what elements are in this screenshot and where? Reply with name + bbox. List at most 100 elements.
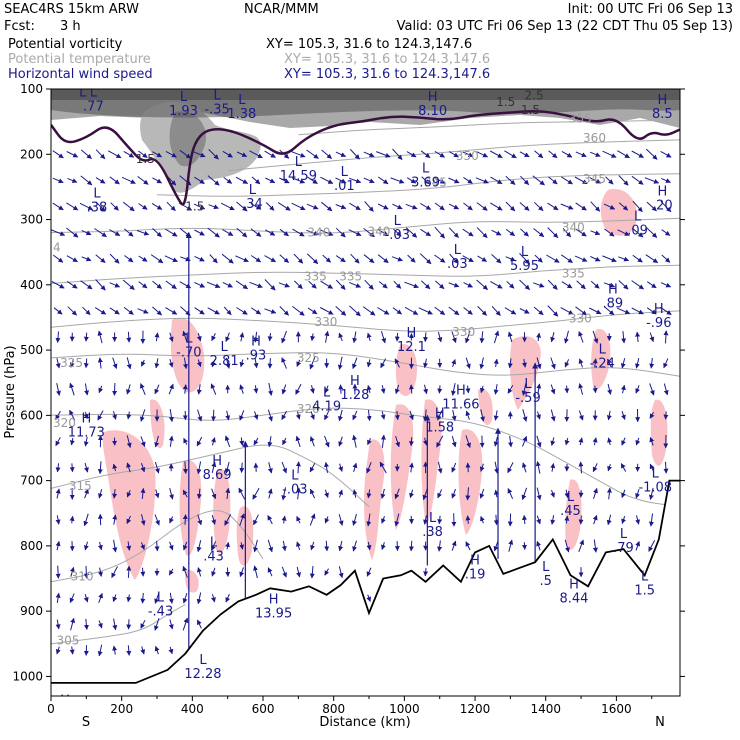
extremum-value: -1.08 (638, 480, 672, 495)
wind-vector (295, 411, 301, 420)
wind-vector (617, 229, 630, 236)
wind-vector (308, 280, 317, 289)
wind-vector (211, 437, 216, 446)
wind-vector (152, 280, 162, 289)
extremum-letter: H (269, 592, 279, 607)
extremum-letter: H (654, 302, 664, 317)
wind-vector (267, 539, 274, 553)
isentrope-label: 345 (424, 175, 447, 189)
wind-vector (236, 201, 248, 212)
wind-vector (66, 280, 78, 289)
extremum-value: 1.28 (340, 388, 369, 403)
extremum-letter: L (90, 85, 98, 100)
wind-vector (534, 254, 543, 263)
wind-vector (423, 515, 428, 525)
wind-vector (508, 539, 514, 552)
wind-vector (309, 488, 316, 499)
wind-vector (618, 280, 629, 290)
wind-vector (536, 515, 541, 525)
wind-vector (519, 308, 530, 314)
wind-vector (51, 229, 66, 236)
wind-vector (493, 514, 499, 526)
wind-vector (578, 437, 584, 446)
extremum-value: .19 (465, 567, 486, 582)
wind-vector (107, 150, 122, 159)
wind-vector (83, 618, 89, 630)
wind-vector (152, 151, 163, 158)
wind-vector (337, 356, 343, 370)
wind-vector (363, 254, 375, 264)
wind-vector (235, 255, 249, 263)
wind-vector (310, 541, 315, 551)
extremum-letter: H (608, 282, 618, 297)
wind-vector (138, 203, 148, 210)
wind-vector (404, 281, 419, 289)
wind-vector (532, 175, 545, 186)
wind-vector (123, 150, 135, 158)
wind-vector (123, 307, 134, 315)
extremum-letter: H (251, 335, 261, 350)
wind-vector (70, 617, 76, 631)
wind-vector (550, 437, 556, 446)
wind-vector (320, 201, 333, 212)
wind-vector (521, 542, 527, 550)
wind-vector (66, 151, 79, 158)
wind-vector (644, 177, 660, 184)
wind-vector (265, 229, 276, 236)
wind-vector (83, 411, 89, 420)
wind-vector (520, 175, 530, 185)
isentrope-label: 335 (339, 269, 362, 283)
x-tick-label: 1200 (460, 702, 491, 716)
wind-vector (462, 228, 474, 237)
wind-vector (140, 619, 146, 629)
wind-vector (352, 331, 358, 344)
wind-vector (307, 176, 318, 185)
wind-vector (505, 201, 516, 212)
extremum-value: .79 (613, 541, 634, 556)
wind-vector (80, 149, 92, 159)
wind-vector (434, 150, 446, 158)
plot-area: 305 310 315 320 320 325 325 330 330 330 335 335 335 3… (51, 85, 680, 696)
x-tick-label: 1600 (601, 702, 632, 716)
wind-vector (408, 515, 414, 525)
wind-vector (578, 515, 584, 525)
wind-vector (250, 255, 262, 263)
wind-vector (564, 539, 570, 553)
extremum-letter: L (429, 511, 437, 526)
y-tick-label: 1000 (12, 669, 43, 683)
wind-vector (126, 515, 132, 525)
y-tick-label: 500 (20, 343, 43, 357)
isentrope-labels: 305 310 315 320 320 325 325 330 330 330 335 335 335 3… (53, 111, 606, 647)
wind-vector (55, 488, 61, 499)
wind-vector (97, 541, 103, 551)
wind-vector (236, 227, 248, 238)
wind-vector (561, 254, 573, 264)
wind-vector (139, 383, 146, 395)
wind-vector (395, 435, 401, 448)
wind-vector (366, 332, 372, 342)
x-tick-label: 600 (252, 702, 275, 716)
wind-vector (606, 514, 612, 526)
pink-region-7 (185, 569, 199, 593)
extremum-letter: L (79, 85, 87, 100)
wind-vector (250, 228, 262, 237)
wind-vector (139, 409, 146, 422)
wind-vector (126, 357, 132, 370)
wind-vector (394, 488, 400, 500)
wind-vector (165, 280, 177, 290)
wind-vector (451, 331, 457, 344)
pv-label: 2.5 (525, 89, 544, 103)
wind-vector (409, 462, 414, 473)
wind-vector (319, 307, 334, 315)
extremum-value: 2.81 (210, 354, 239, 369)
extremum-value: 12.28 (184, 667, 221, 682)
wind-vector (660, 200, 672, 213)
wind-vector (578, 358, 584, 368)
extremum-letter: L (221, 340, 229, 355)
wind-vector (463, 202, 473, 211)
wind-vector (98, 489, 103, 499)
wind-vector (154, 489, 160, 499)
wind-vector (590, 230, 601, 236)
wind-vector (124, 228, 134, 237)
wind-vector (320, 280, 334, 289)
